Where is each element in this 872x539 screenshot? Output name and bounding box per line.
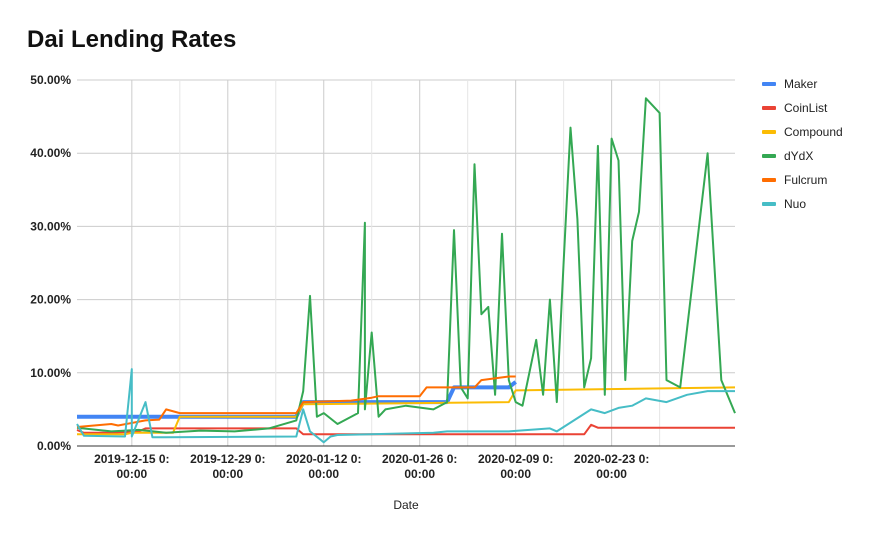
x-tick-label: 2020-01-12 0: 00:00	[286, 452, 361, 481]
series-lines	[76, 97, 736, 444]
series-line-nuo	[76, 368, 735, 444]
x-tick-label: 2019-12-15 0: 00:00	[94, 452, 169, 481]
legend-item-maker: Maker	[762, 72, 843, 96]
y-tick-label: 0.00%	[37, 439, 71, 453]
legend-label: Fulcrum	[784, 173, 828, 187]
x-axis-ticks: 2019-12-15 0: 00:00 2019-12-29 0: 00:00 2020…	[94, 452, 649, 481]
x-tick-label: 2019-12-29 0: 00:00	[190, 452, 265, 481]
legend: Maker CoinList Compound dYdX Fulcrum Nuo	[762, 72, 843, 216]
y-tick-label: 40.00%	[30, 146, 71, 160]
series-line-compound	[77, 386, 736, 436]
x-tick-label: 2020-02-23 0: 00:00	[574, 452, 649, 481]
legend-label: Maker	[784, 77, 818, 91]
y-tick-label: 30.00%	[30, 219, 71, 233]
legend-item-dydx: dYdX	[762, 144, 843, 168]
x-tick-label: 2020-02-09 0: 00:00	[478, 452, 553, 481]
y-tick-label: 50.00%	[30, 73, 71, 87]
series-line-coinlist	[76, 423, 735, 436]
series-line-fulcrum	[76, 375, 516, 428]
gridlines	[77, 79, 735, 447]
legend-swatch	[762, 178, 776, 182]
x-tick-label: 2020-01-26 0: 00:00	[382, 452, 457, 481]
legend-swatch	[762, 106, 776, 110]
y-axis-ticks: 0.00% 10.00% 20.00% 30.00% 40.00% 50.00%	[30, 73, 71, 453]
legend-swatch	[762, 202, 776, 206]
legend-item-fulcrum: Fulcrum	[762, 168, 843, 192]
legend-swatch	[762, 154, 776, 158]
chart-title: Dai Lending Rates	[27, 26, 237, 53]
y-tick-label: 10.00%	[30, 366, 71, 380]
series-line-dydx	[76, 97, 736, 434]
legend-label: CoinList	[784, 101, 828, 115]
legend-label: Nuo	[784, 197, 807, 211]
legend-swatch	[762, 82, 776, 86]
legend-item-compound: Compound	[762, 120, 843, 144]
legend-label: dYdX	[784, 149, 814, 163]
x-axis-title: Date	[393, 498, 419, 512]
legend-label: Compound	[784, 125, 843, 139]
legend-item-coinlist: CoinList	[762, 96, 843, 120]
legend-swatch	[762, 130, 776, 134]
y-tick-label: 20.00%	[30, 293, 71, 307]
legend-item-nuo: Nuo	[762, 192, 843, 216]
